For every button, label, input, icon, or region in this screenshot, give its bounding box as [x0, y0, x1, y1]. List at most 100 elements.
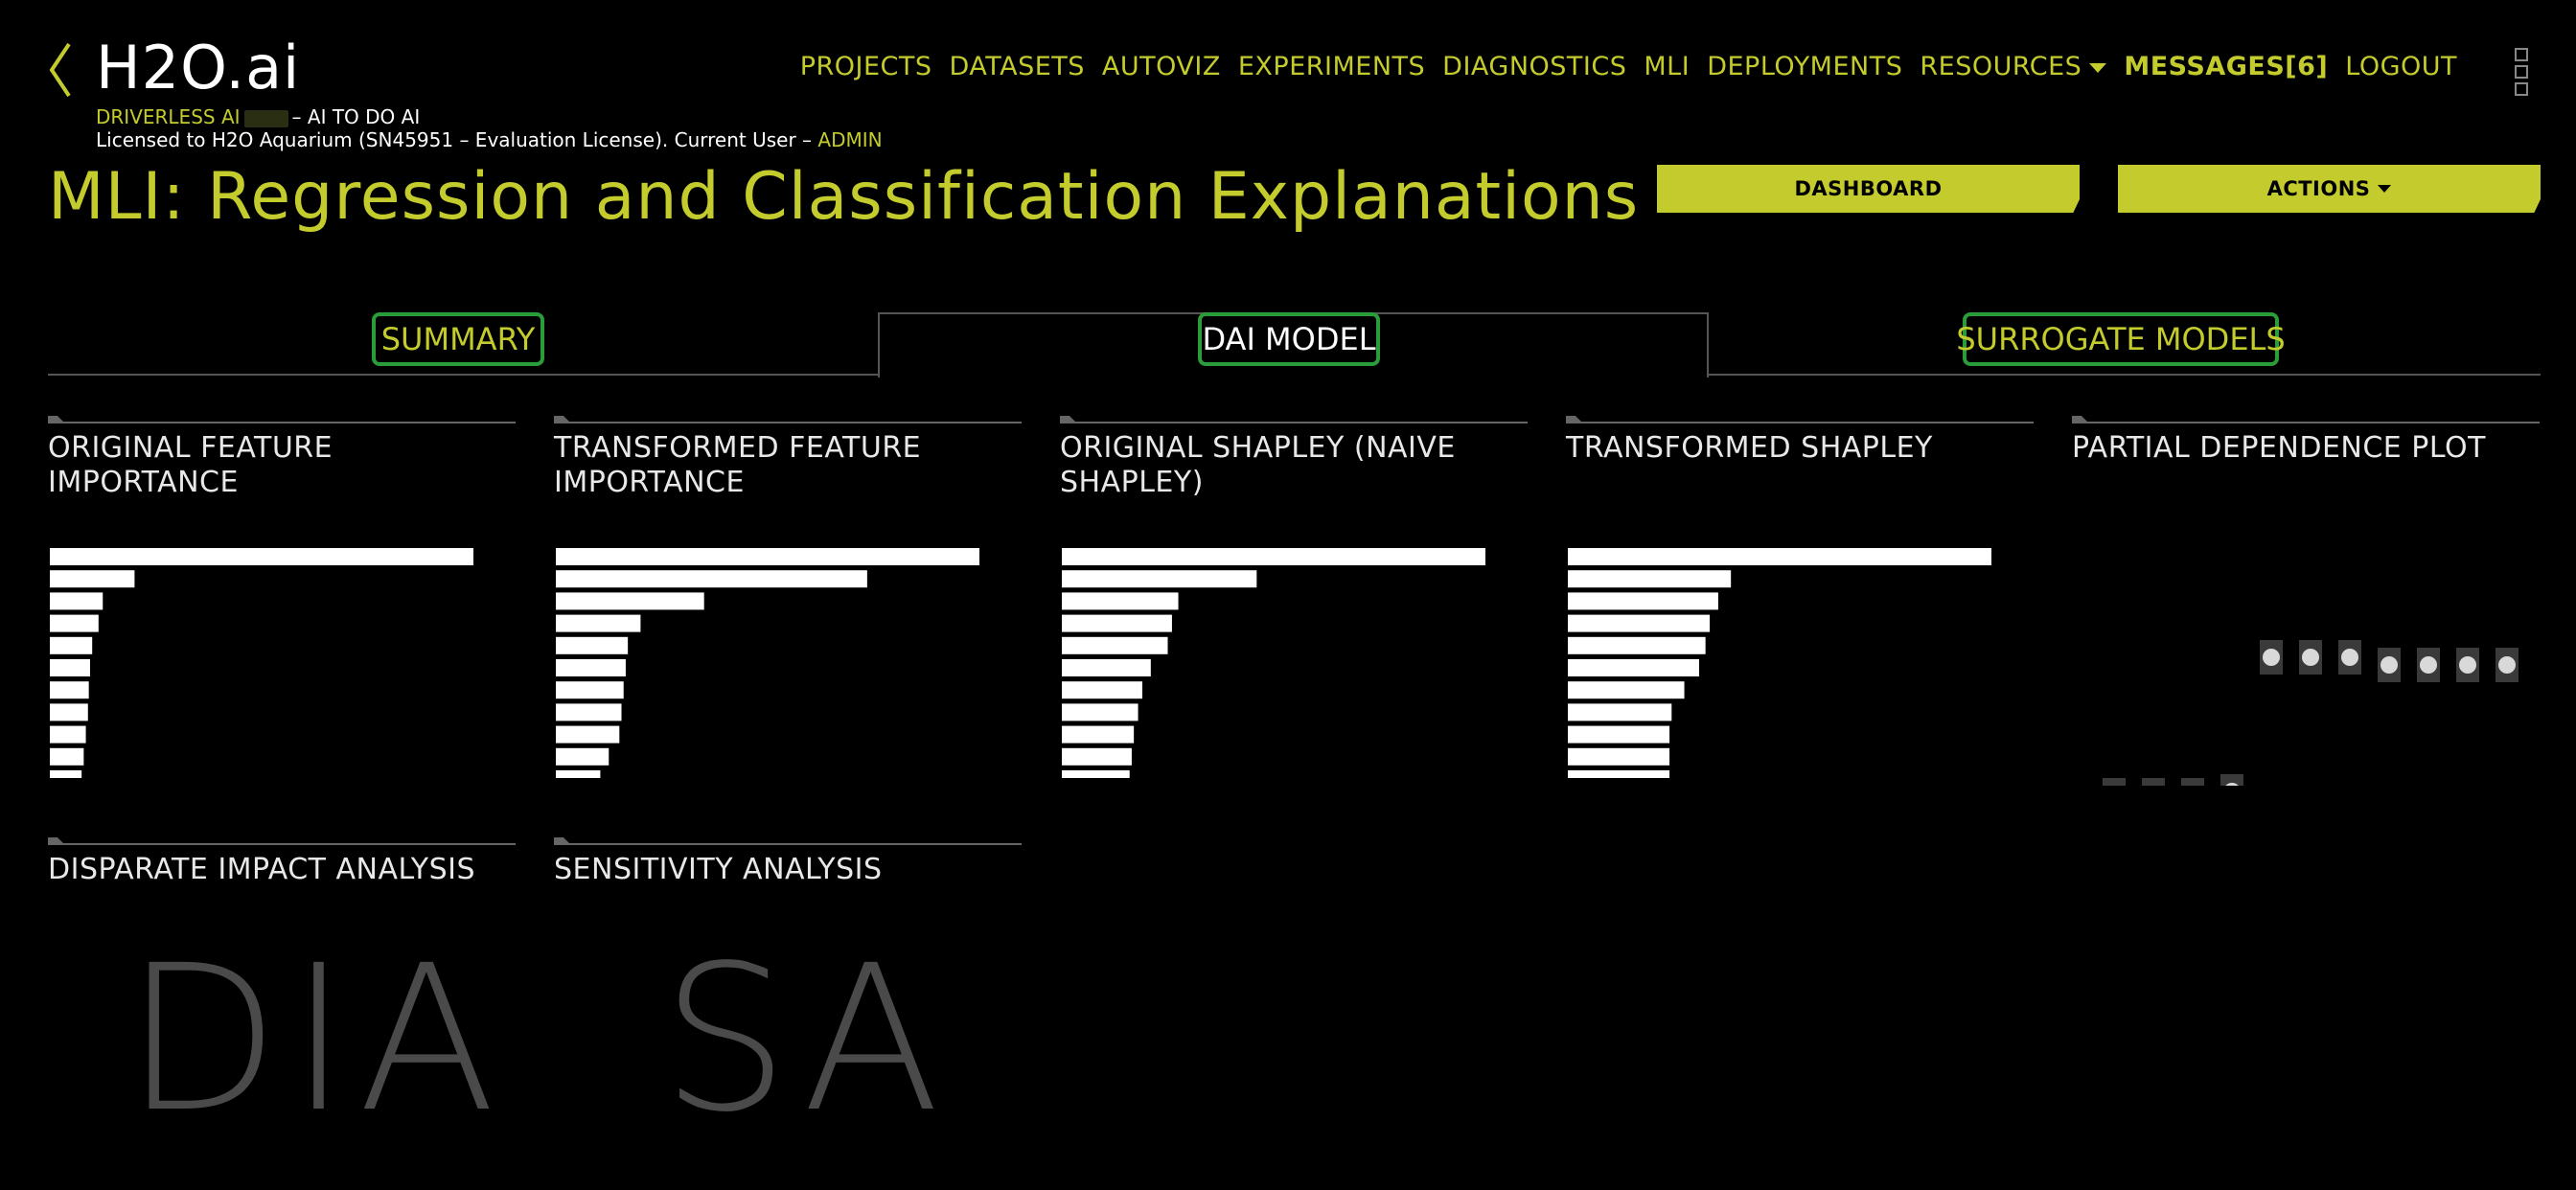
nav-resources-label: RESOURCES: [1920, 52, 2082, 81]
importance-bar: [1568, 614, 1711, 632]
importance-bar: [1568, 703, 1672, 721]
pdp-point: [2498, 656, 2516, 674]
nav-autoviz[interactable]: AUTOVIZ: [1101, 52, 1221, 81]
importance-bar: [1062, 614, 1172, 632]
tab-underline-right: [1707, 374, 2541, 376]
importance-bar: [50, 592, 104, 610]
importance-bar: [50, 548, 473, 565]
tab-summary[interactable]: SUMMARY: [372, 312, 544, 366]
top-nav: PROJECTS DATASETS AUTOVIZ EXPERIMENTS DI…: [800, 52, 2457, 81]
nav-deployments[interactable]: DEPLOYMENTS: [1707, 52, 1903, 81]
importance-bar: [556, 636, 629, 654]
importance-bar: [1062, 703, 1138, 721]
license-text: Licensed to H2O Aquarium (SN45951 – Eval…: [96, 128, 813, 151]
product-name: DRIVERLESS AI: [96, 105, 241, 128]
pdp-point: [2380, 656, 2398, 674]
tile-title: PARTIAL DEPENDENCE PLOT: [2072, 431, 2486, 465]
importance-bar: [1568, 548, 1991, 565]
importance-bar: [50, 770, 82, 778]
nav-experiments[interactable]: EXPERIMENTS: [1237, 52, 1426, 81]
pdp-error-band: [2181, 778, 2204, 786]
importance-bar: [556, 770, 601, 778]
importance-bar: [50, 570, 135, 588]
importance-bar: [50, 659, 90, 676]
tab-dai-model[interactable]: DAI MODEL: [1198, 312, 1380, 366]
pdp-point: [2263, 649, 2280, 666]
tile-transformed-feature-importance[interactable]: TRANSFORMED FEATURE IMPORTANCE: [554, 416, 1022, 786]
importance-bar: [556, 681, 624, 699]
dashboard-button[interactable]: DASHBOARD: [1657, 165, 2080, 213]
nav-projects[interactable]: PROJECTS: [799, 52, 932, 81]
tile-notch: [1060, 416, 1077, 423]
importance-bar: [1062, 548, 1485, 565]
pdp-point: [2341, 649, 2358, 666]
importance-bar: [1568, 592, 1718, 610]
nav-diagnostics[interactable]: DIAGNOSTICS: [1442, 52, 1627, 81]
tile-notch: [2072, 416, 2089, 423]
h2o-logo[interactable]: H2O.ai: [96, 33, 301, 103]
importance-bar: [1062, 681, 1142, 699]
importance-bar: [1062, 570, 1257, 588]
tile-original-feature-importance[interactable]: ORIGINAL FEATURE IMPORTANCE: [48, 416, 516, 786]
importance-bar: [556, 570, 867, 588]
importance-bar: [50, 747, 84, 766]
tile-notch: [1566, 416, 1583, 423]
importance-bar: [556, 747, 610, 766]
importance-bar: [1062, 659, 1151, 676]
importance-bar: [1062, 725, 1135, 744]
importance-bar: [50, 725, 86, 744]
importance-bar: [556, 592, 704, 610]
nav-logout[interactable]: LOGOUT: [2345, 52, 2457, 81]
nav-messages[interactable]: MESSAGES[6]: [2124, 52, 2329, 81]
tsh-bar-chart: [1568, 548, 1991, 778]
tile-title: TRANSFORMED SHAPLEY: [1566, 431, 1933, 465]
tile-transformed-shapley[interactable]: TRANSFORMED SHAPLEY: [1566, 416, 2034, 786]
chevron-down-icon: [2378, 185, 2392, 193]
chevron-down-icon: [2089, 62, 2107, 73]
tile-rule: [1060, 422, 1528, 423]
tile-sensitivity-analysis[interactable]: SENSITIVITY ANALYSIS SA: [554, 837, 1022, 1159]
nav-resources[interactable]: RESOURCES: [1920, 52, 2107, 81]
tab-surrogate-models-label: SURROGATE MODELS: [1956, 321, 2286, 357]
actions-button[interactable]: ACTIONS: [2118, 165, 2541, 213]
osh-bar-chart: [1062, 548, 1485, 778]
tile-rule: [48, 422, 516, 423]
tile-title: ORIGINAL SHAPLEY (NAIVE SHAPLEY): [1060, 431, 1456, 499]
current-user[interactable]: ADMIN: [817, 128, 883, 151]
importance-bar: [556, 548, 979, 565]
importance-bar: [1568, 570, 1732, 588]
importance-bar: [1062, 636, 1168, 654]
importance-bar: [1568, 636, 1706, 654]
license-info: Licensed to H2O Aquarium (SN45951 – Eval…: [96, 128, 883, 151]
tile-disparate-impact-analysis[interactable]: DISPARATE IMPACT ANALYSIS DIA: [48, 837, 516, 1159]
importance-bar: [1568, 659, 1700, 676]
actions-button-label: ACTIONS: [2266, 177, 2371, 200]
tfi-bar-chart: [556, 548, 979, 778]
ofi-bar-chart: [50, 548, 473, 778]
sa-abbreviation: SA: [661, 922, 950, 1156]
back-chevron-icon[interactable]: [44, 40, 77, 100]
product-tagline: – AI TO DO AI: [291, 105, 421, 128]
dia-abbreviation: DIA: [125, 922, 506, 1156]
tile-partial-dependence-plot[interactable]: PARTIAL DEPENDENCE PLOT: [2072, 416, 2540, 786]
pdp-scatter-chart: [2103, 640, 2518, 786]
importance-bar: [1062, 770, 1130, 778]
tile-original-shapley[interactable]: ORIGINAL SHAPLEY (NAIVE SHAPLEY): [1060, 416, 1528, 786]
pdp-point: [2459, 656, 2476, 674]
tile-rule: [554, 843, 1022, 845]
importance-bar: [556, 659, 626, 676]
tab-surrogate-models[interactable]: SURROGATE MODELS: [1956, 312, 2286, 366]
pdp-point: [2302, 649, 2319, 666]
importance-bar: [556, 725, 620, 744]
tab-summary-label: SUMMARY: [380, 321, 536, 357]
nav-datasets[interactable]: DATASETS: [949, 52, 1085, 81]
tile-notch: [554, 837, 571, 845]
page-title: MLI: Regression and Classification Expla…: [48, 159, 1640, 235]
nav-mli[interactable]: MLI: [1644, 52, 1690, 81]
tile-rule: [554, 422, 1022, 423]
importance-bar: [556, 703, 622, 721]
app-menu-icon[interactable]: [2515, 48, 2528, 96]
tile-rule: [2072, 422, 2540, 423]
tile-title: ORIGINAL FEATURE IMPORTANCE: [48, 431, 334, 499]
version-redacted: [243, 109, 288, 127]
